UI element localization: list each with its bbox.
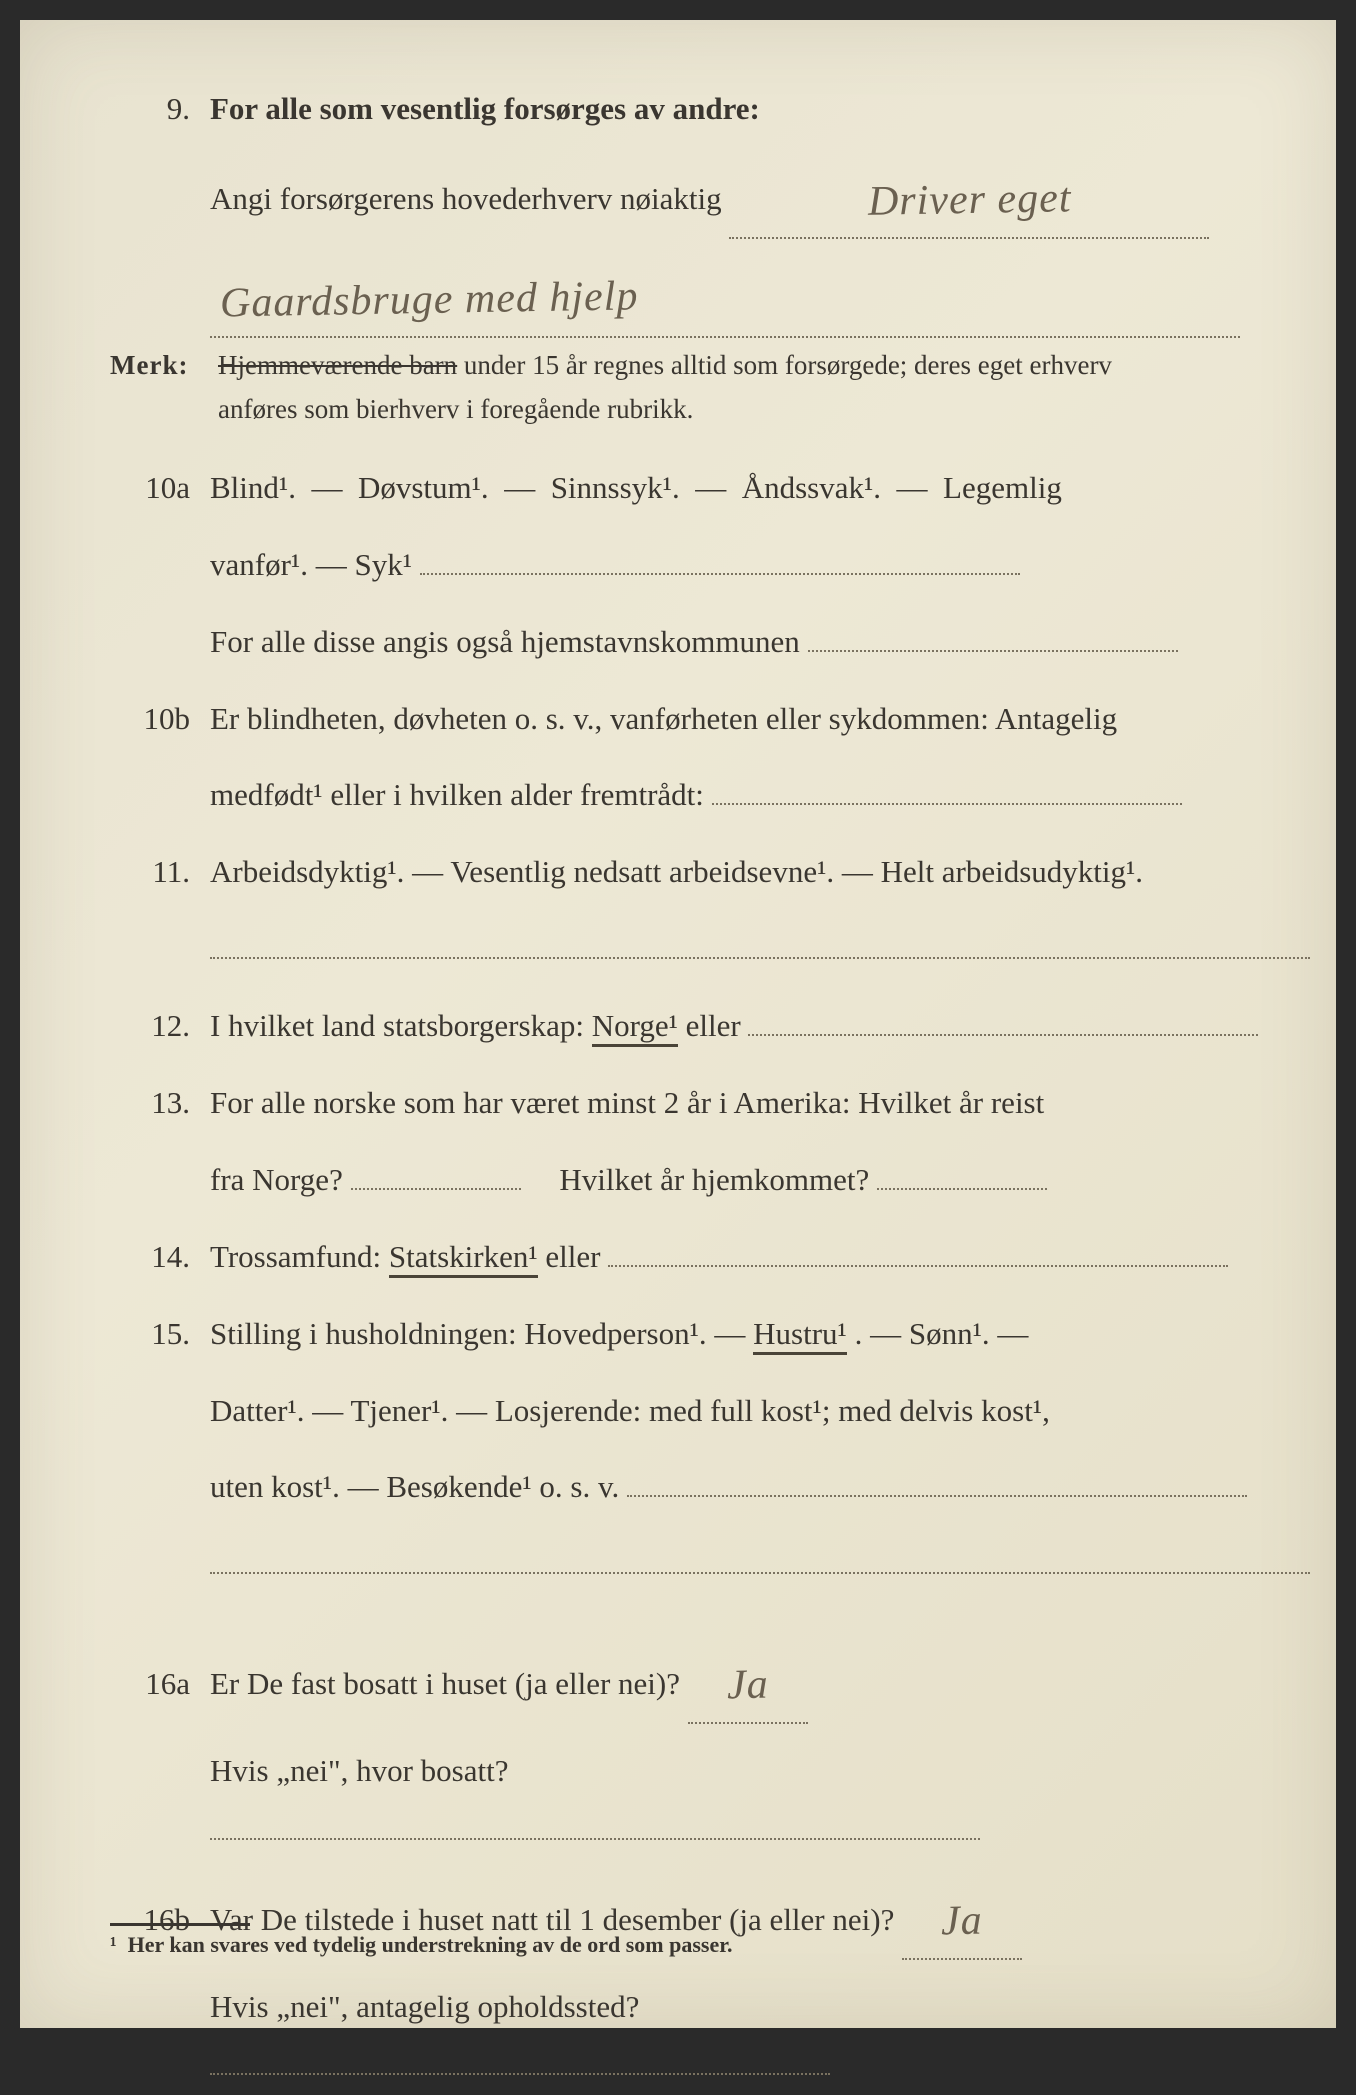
q9-row2: Angi forsørgerens hovederhverv nøiaktig …	[110, 157, 1266, 239]
q9-handwritten-2: Gaardsbruge med hjelp	[209, 257, 639, 344]
q12-underlined: Norge¹	[592, 1008, 678, 1047]
q12-row: 12. I hvilket land statsborgerskap: Norg…	[110, 997, 1266, 1056]
q16b-row2: Hvis „nei", antagelig opholdssted?	[110, 1978, 1266, 2095]
q10b-number: 10b	[110, 690, 210, 749]
q9-row3: Gaardsbruge med hjelp	[110, 257, 1266, 339]
q13-blank1[interactable]	[351, 1188, 521, 1190]
q9-answer-line2[interactable]: Gaardsbruge med hjelp	[210, 257, 1240, 339]
q15-blank2[interactable]	[210, 1572, 1310, 1574]
q13-number: 13.	[110, 1074, 210, 1133]
q12-pre: I hvilket land statsborgerskap:	[210, 1008, 592, 1043]
q10b-line2: medfødt¹ eller i hvilken alder fremtrådt…	[210, 777, 704, 812]
q10a-blank2[interactable]	[808, 650, 1178, 652]
q15-row1: 15. Stilling i husholdningen: Hovedperso…	[110, 1305, 1266, 1364]
q11-number: 11.	[110, 843, 210, 902]
q16b-line2: Hvis „nei", antagelig opholdssted?	[210, 1989, 639, 2024]
q12-post: eller	[686, 1008, 741, 1043]
merk-rest1: under 15 år regnes alltid som forsørgede…	[464, 350, 1112, 380]
q16a-answer[interactable]: Ja	[688, 1642, 808, 1724]
q9-lead: For alle som vesentlig forsørges av andr…	[210, 80, 1266, 139]
footnote-block: ¹ Her kan svares ved tydelig understrekn…	[110, 1923, 732, 1958]
q13-line1: For alle norske som har været minst 2 år…	[210, 1074, 1266, 1133]
q10a-blank[interactable]	[420, 573, 1020, 575]
q9-answer-line1[interactable]: Driver eget	[729, 157, 1209, 239]
q9-subtext: Angi forsørgerens hovederhverv nøiaktig	[210, 181, 722, 216]
census-form-page: 9. For alle som vesentlig forsørges av a…	[20, 20, 1336, 2028]
q10a-number: 10a	[110, 459, 210, 518]
q11-blank[interactable]	[210, 957, 1310, 959]
q9-row1: 9. For alle som vesentlig forsørges av a…	[110, 80, 1266, 139]
q13-row1: 13. For alle norske som har været minst …	[110, 1074, 1266, 1133]
q13-line2a: fra Norge?	[210, 1162, 343, 1197]
footnote-marker: ¹	[110, 1932, 117, 1957]
q9-handwritten-1: Driver eget	[867, 159, 1072, 242]
q10a-row1: 10a Blind¹. — Døvstum¹. — Sinnssyk¹. — Å…	[110, 459, 1266, 518]
q10b-line1: Er blindheten, døvheten o. s. v., vanfør…	[210, 690, 1266, 749]
q16a-row1: 16a Er De fast bosatt i huset (ja eller …	[110, 1642, 1266, 1724]
q16b-blank[interactable]	[210, 2073, 830, 2075]
q16a-row2: Hvis „nei", hvor bosatt?	[110, 1742, 1266, 1860]
q10b-row1: 10b Er blindheten, døvheten o. s. v., va…	[110, 690, 1266, 749]
q15-number: 15.	[110, 1305, 210, 1364]
q10a-line2: vanfør¹. — Syk¹	[210, 547, 412, 582]
q10a-line3: For alle disse angis også hjemstavnskomm…	[210, 624, 800, 659]
q16a-line2: Hvis „nei", hvor bosatt?	[210, 1753, 508, 1788]
q15-line2: Datter¹. — Tjener¹. — Losjerende: med fu…	[210, 1382, 1266, 1441]
q14-row: 14. Trossamfund: Statskirken¹ eller	[110, 1228, 1266, 1287]
q13-line2b: Hvilket år hjemkommet?	[559, 1162, 869, 1197]
footnote-text: Her kan svares ved tydelig understreknin…	[128, 1932, 733, 1957]
q12-blank[interactable]	[748, 1034, 1258, 1036]
q10b-row2: medfødt¹ eller i hvilken alder fremtrådt…	[110, 766, 1266, 825]
q15-blankrow	[110, 1535, 1266, 1594]
q16b-answer[interactable]: Ja	[902, 1878, 1022, 1960]
q16a-pre: Er De fast bosatt i huset (ja eller nei)…	[210, 1666, 688, 1701]
merk-struck: Hjemmeværende barn	[218, 350, 457, 380]
q9-number: 9.	[110, 80, 210, 139]
q15-underlined: Hustru¹	[753, 1316, 847, 1355]
footnote-rule	[110, 1923, 250, 1926]
q16b-hand: Ja	[941, 1881, 984, 1962]
q14-number: 14.	[110, 1228, 210, 1287]
q11-blankrow	[110, 920, 1266, 979]
q10b-blank[interactable]	[712, 803, 1182, 805]
q15-blank[interactable]	[627, 1495, 1247, 1497]
q15-pre: Stilling i husholdningen: Hovedperson¹. …	[210, 1316, 753, 1351]
q12-number: 12.	[110, 997, 210, 1056]
merk-note: Merk: Hjemmeværende barn under 15 år reg…	[110, 344, 1266, 430]
q16a-blank[interactable]	[210, 1838, 980, 1840]
merk-label: Merk:	[110, 344, 218, 387]
q13-row2: fra Norge? Hvilket år hjemkommet?	[110, 1151, 1266, 1210]
q10a-row2: vanfør¹. — Syk¹	[110, 536, 1266, 595]
q14-blank[interactable]	[608, 1265, 1228, 1267]
q15-row3: uten kost¹. — Besøkende¹ o. s. v.	[110, 1458, 1266, 1517]
q14-pre: Trossamfund:	[210, 1239, 389, 1274]
q14-underlined: Statskirken¹	[389, 1239, 538, 1278]
q10a-row3: For alle disse angis også hjemstavnskomm…	[110, 613, 1266, 672]
q11-row: 11. Arbeidsdyktig¹. — Vesentlig nedsatt …	[110, 843, 1266, 902]
q13-blank2[interactable]	[877, 1188, 1047, 1190]
q11-text: Arbeidsdyktig¹. — Vesentlig nedsatt arbe…	[210, 843, 1266, 902]
q15-line3: uten kost¹. — Besøkende¹ o. s. v.	[210, 1469, 619, 1504]
q14-post: eller	[545, 1239, 600, 1274]
q16a-number: 16a	[110, 1655, 210, 1714]
q15-row2: Datter¹. — Tjener¹. — Losjerende: med fu…	[110, 1382, 1266, 1441]
q10a-options: Blind¹. — Døvstum¹. — Sinnssyk¹. — Åndss…	[210, 459, 1266, 518]
merk-rest2: anføres som bierhverv i foregående rubri…	[218, 394, 693, 424]
q15-post: . — Sønn¹. —	[855, 1316, 1029, 1351]
q16a-hand: Ja	[726, 1646, 769, 1727]
